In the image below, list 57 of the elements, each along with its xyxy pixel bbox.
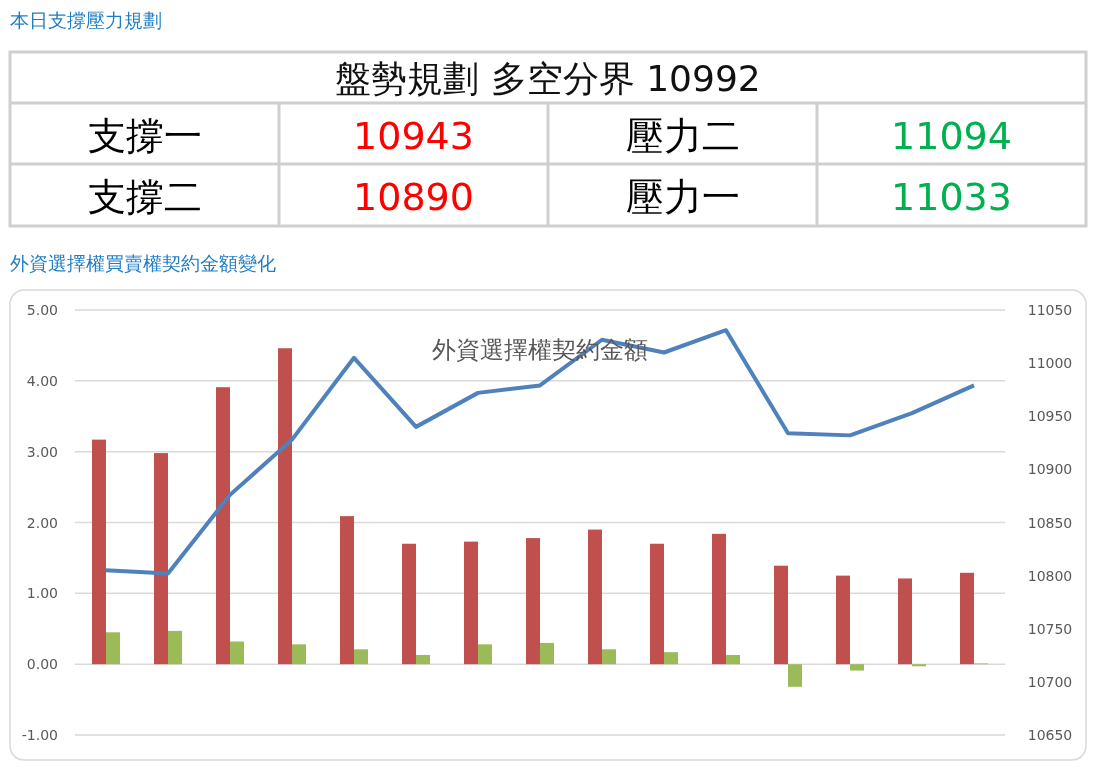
text: 10943 [353, 114, 474, 158]
bar [526, 538, 540, 665]
bar [168, 630, 182, 665]
bar [216, 387, 230, 665]
bar [912, 664, 926, 667]
bar [540, 642, 554, 665]
bar [788, 664, 802, 687]
bar [588, 529, 602, 665]
y2-tick-label: 11050 [1027, 302, 1073, 318]
bar [416, 654, 430, 665]
bar [106, 632, 120, 665]
y2-tick-label: 10650 [1027, 727, 1073, 743]
y-tick-label: 0.00 [26, 656, 58, 673]
bar [712, 533, 726, 665]
y-tick-label: -1.00 [21, 727, 58, 743]
bar [726, 654, 740, 665]
bar [354, 649, 368, 665]
y-tick-label: 5.00 [26, 302, 58, 318]
chart-title: 外資選擇權買賣權契約金額變化 [10, 252, 276, 274]
y-tick-label: 4.00 [26, 372, 58, 389]
y-tick-label: 3.00 [26, 443, 58, 460]
text: 11094 [891, 114, 1012, 158]
bar [960, 572, 974, 665]
text: 盤勢規劃 多空分界 10992 [335, 58, 761, 99]
y2-tick-label: 10750 [1027, 620, 1073, 637]
y2-tick-label: 10850 [1027, 514, 1073, 531]
bar [836, 575, 850, 665]
bar [464, 541, 478, 665]
bar [478, 644, 492, 665]
bar [292, 644, 306, 665]
line-series [104, 328, 976, 576]
bar [650, 543, 664, 665]
bar [230, 641, 244, 665]
bar [340, 516, 354, 665]
text: 本日支撐壓力規劃 [10, 9, 162, 31]
bar [664, 652, 678, 665]
text: 壓力一 [625, 175, 740, 219]
y2-tick-label: 10950 [1027, 408, 1073, 425]
bar [774, 565, 788, 665]
y2-tick-label: 11000 [1027, 355, 1073, 372]
text: 支撐二 [87, 175, 202, 219]
y2-tick-label: 10800 [1027, 567, 1073, 584]
text: 10890 [353, 175, 474, 219]
y2-tick-label: 10900 [1027, 461, 1073, 478]
text: 11033 [891, 175, 1012, 219]
bar [898, 578, 912, 665]
bar [402, 543, 416, 665]
bar [154, 453, 168, 665]
bar [92, 439, 106, 665]
y-tick-label: 1.00 [26, 585, 58, 602]
text: 壓力二 [625, 114, 740, 158]
bar [850, 664, 864, 671]
bar [602, 649, 616, 665]
y-tick-label: 2.00 [26, 514, 58, 531]
bar [278, 348, 292, 665]
y2-tick-label: 10700 [1027, 673, 1073, 690]
text: 支撐一 [87, 114, 202, 158]
